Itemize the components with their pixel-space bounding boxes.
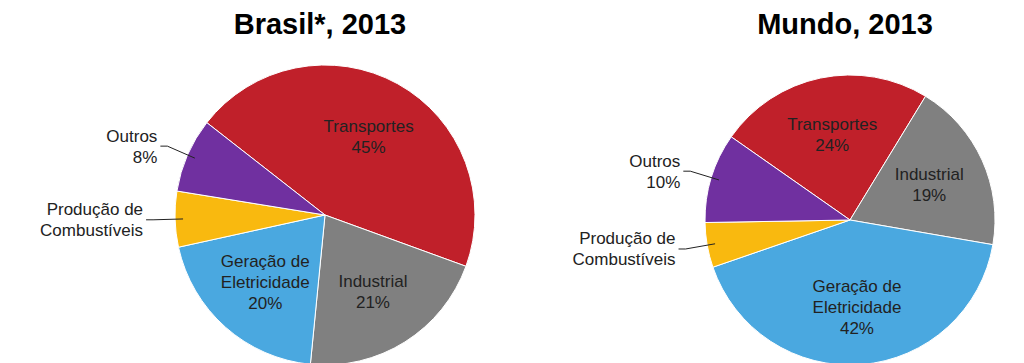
- html-text:Mundo, 2013: Mundo, 2013: [757, 8, 933, 40]
- svg-text:Transportes24%: Transportes24%: [787, 115, 877, 155]
- svg-text:Outros10%: Outros10%: [629, 151, 680, 191]
- svg-text:Industrial19%: Industrial19%: [895, 164, 964, 204]
- svg-text:Geração deEletricidade20%: Geração deEletricidade20%: [221, 252, 310, 313]
- svg-text:Produção deCombustíveis: Produção deCombustíveis: [573, 229, 676, 269]
- html-text:Brasil*, 2013: Brasil*, 2013: [233, 8, 407, 40]
- svg-text:Geração deEletricidade42%: Geração deEletricidade42%: [813, 276, 902, 337]
- svg-text:Industrial21%: Industrial21%: [338, 271, 407, 311]
- svg-text:Produção deCombustíveis: Produção deCombustíveis: [40, 200, 143, 240]
- svg-text:Transportes45%: Transportes45%: [324, 116, 414, 156]
- svg-text:Outros8%: Outros8%: [106, 126, 157, 166]
